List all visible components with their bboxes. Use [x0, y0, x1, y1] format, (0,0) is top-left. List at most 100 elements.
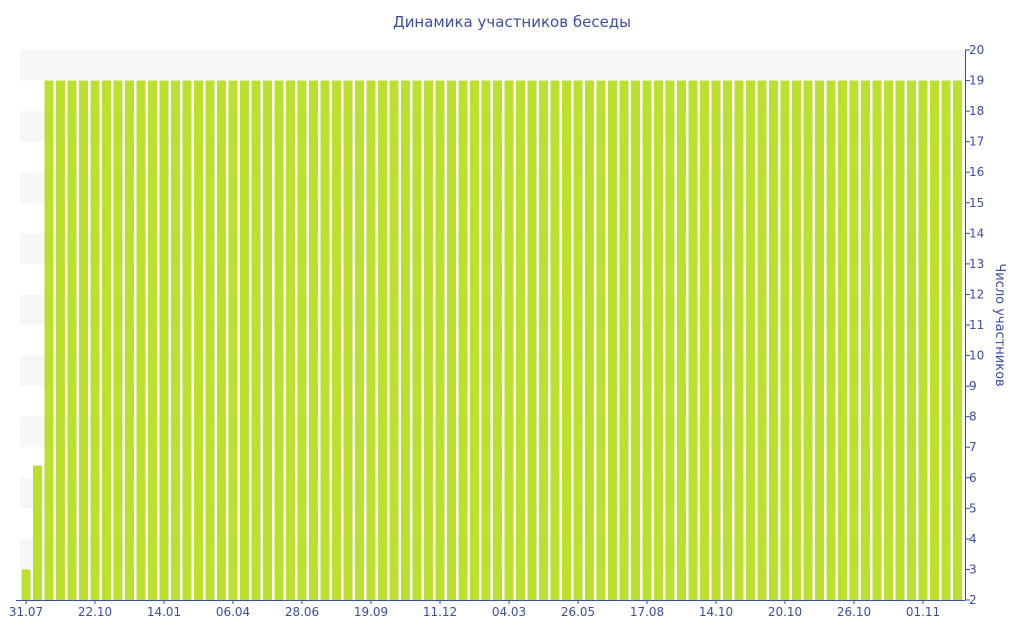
- y-tick-label: 8: [969, 410, 977, 424]
- bar: [711, 80, 721, 601]
- bar: [631, 80, 640, 601]
- bar: [562, 80, 571, 601]
- x-tick-label: 19.09: [354, 605, 388, 619]
- bar: [527, 80, 537, 601]
- y-tick-label: 14: [969, 226, 984, 240]
- x-tick-label: 20.10: [768, 605, 802, 619]
- x-tick-label: 31.07: [9, 605, 43, 619]
- x-tick-label: 26.10: [837, 605, 871, 619]
- bar: [401, 80, 410, 601]
- y-tick-label: 10: [969, 349, 984, 363]
- x-tick-label: 26.05: [561, 605, 595, 619]
- x-tick-label: 11.12: [423, 605, 457, 619]
- bar: [757, 80, 767, 601]
- y-axis-label: Число участников: [992, 263, 1007, 386]
- bar: [56, 80, 65, 601]
- y-tick-label: 17: [969, 135, 984, 149]
- bar: [688, 80, 698, 601]
- bar: [596, 80, 606, 601]
- y-tick-label: 15: [969, 196, 984, 210]
- bar: [792, 80, 801, 601]
- bar: [723, 80, 732, 601]
- y-tick-label: 20: [969, 43, 984, 57]
- bar: [228, 80, 238, 601]
- bar: [435, 80, 445, 601]
- bar: [780, 80, 790, 601]
- bar: [700, 80, 709, 601]
- x-tick-label: 06.04: [216, 605, 250, 619]
- bar: [148, 80, 157, 601]
- bar: [263, 80, 272, 601]
- bar: [171, 80, 180, 601]
- x-tick-label: 01.11: [906, 605, 940, 619]
- bar: [895, 80, 905, 601]
- bar: [217, 80, 226, 601]
- bar: [516, 80, 525, 601]
- bar: [861, 80, 870, 601]
- x-tick-label: 17.08: [630, 605, 664, 619]
- bar: [297, 80, 307, 601]
- bar: [389, 80, 399, 601]
- bar: [953, 80, 962, 601]
- bar: [550, 80, 560, 601]
- bar: [194, 80, 203, 601]
- y-tick-label: 19: [969, 74, 984, 88]
- y-tick-label: 6: [969, 471, 977, 485]
- bar: [447, 80, 456, 601]
- bar: [608, 80, 617, 601]
- bar: [274, 80, 284, 601]
- y-tick-label: 16: [969, 165, 984, 179]
- bar: [343, 80, 353, 601]
- bar: [102, 80, 111, 601]
- bar: [642, 80, 652, 601]
- y-tick-label: 5: [969, 501, 977, 515]
- bar: [884, 80, 893, 601]
- x-tick-label: 28.06: [285, 605, 319, 619]
- bar: [849, 80, 859, 601]
- bar: [332, 80, 341, 601]
- bar: [33, 465, 42, 600]
- bar: [941, 80, 951, 601]
- bar: [619, 80, 629, 601]
- bar: [585, 80, 594, 601]
- bar: [746, 80, 755, 601]
- bar: [378, 80, 387, 601]
- bar: [366, 80, 376, 601]
- x-tick-label: 04.03: [492, 605, 526, 619]
- bar: [240, 80, 249, 601]
- bar: [918, 80, 928, 601]
- y-tick-label: 2: [969, 593, 977, 607]
- bar: [424, 80, 433, 601]
- bar: [815, 80, 824, 601]
- bar: [470, 80, 479, 601]
- bar: [355, 80, 364, 601]
- bar: [286, 80, 295, 601]
- y-tick-label: 7: [969, 440, 977, 454]
- chart-title: Динамика участников беседы: [392, 13, 632, 31]
- x-tick-label: 22.10: [78, 605, 112, 619]
- bar: [458, 80, 468, 601]
- y-tick-label: 18: [969, 104, 984, 118]
- y-tick-label: 11: [969, 318, 984, 332]
- x-tick-label: 14.01: [147, 605, 181, 619]
- bar: [412, 80, 422, 601]
- bar: [573, 80, 583, 601]
- bar: [838, 80, 847, 601]
- y-tick-label: 9: [969, 379, 977, 393]
- bar: [125, 80, 134, 601]
- bar: [872, 80, 882, 601]
- bar: [205, 80, 215, 601]
- bar: [44, 80, 54, 601]
- bar: [665, 80, 675, 601]
- bar: [159, 80, 169, 601]
- bar: [803, 80, 813, 601]
- x-tick-label: 14.10: [699, 605, 733, 619]
- bar: [481, 80, 491, 601]
- y-tick-label: 3: [969, 562, 977, 576]
- y-tick-label: 13: [969, 257, 984, 271]
- bar: [493, 80, 502, 601]
- bar: [826, 80, 836, 601]
- y-tick-label: 12: [969, 287, 984, 301]
- bar: [90, 80, 100, 601]
